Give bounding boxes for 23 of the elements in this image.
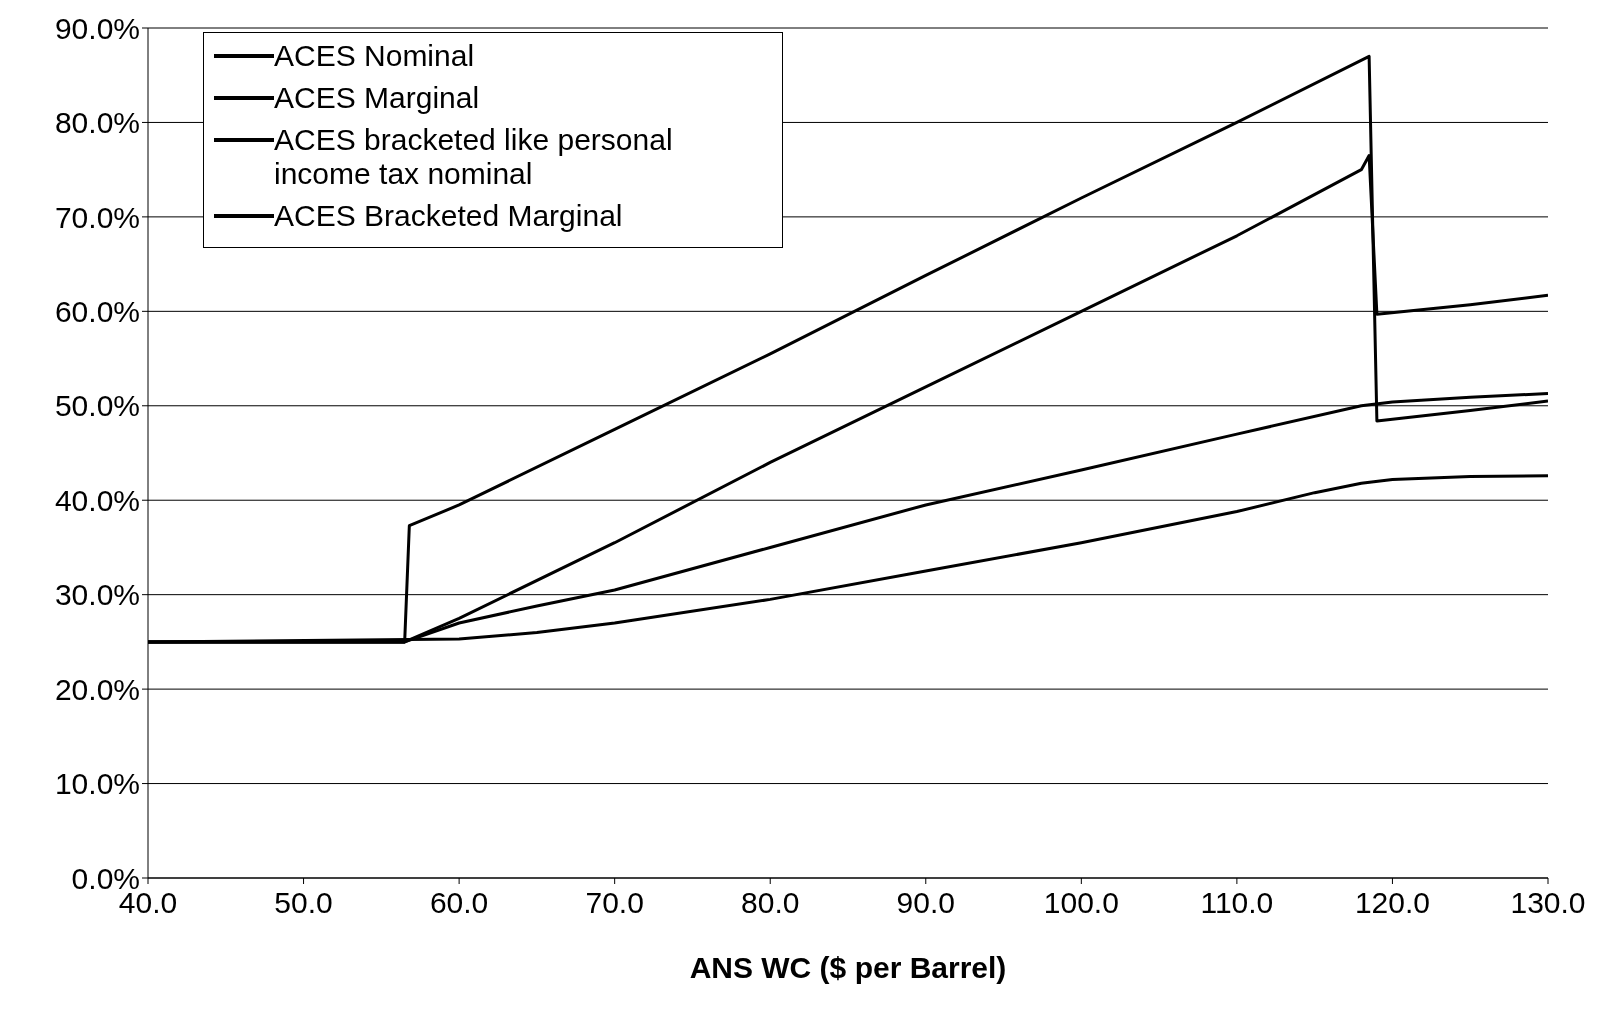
x-tick-label: 50.0 bbox=[274, 886, 333, 920]
y-tick-label: 20.0% bbox=[54, 672, 140, 706]
y-tick-label: 80.0% bbox=[54, 106, 140, 140]
x-tick-label: 100.0 bbox=[1043, 886, 1119, 920]
x-tick-label: 70.0 bbox=[585, 886, 644, 920]
y-tick-label: 60.0% bbox=[54, 294, 140, 328]
y-tick-label: 70.0% bbox=[54, 200, 140, 234]
x-tick-label: 80.0 bbox=[741, 886, 800, 920]
x-tick-label: 120.0 bbox=[1354, 886, 1430, 920]
y-tick-label: 90.0% bbox=[54, 11, 140, 45]
y-tick-label: 10.0% bbox=[54, 767, 140, 801]
y-tick-label: 30.0% bbox=[54, 578, 140, 612]
legend-label: ACES Marginal bbox=[274, 81, 480, 115]
x-tick-label: 110.0 bbox=[1200, 886, 1274, 920]
legend-label: ACES Bracketed Marginal bbox=[274, 199, 623, 233]
y-tick-label: 50.0% bbox=[54, 389, 140, 423]
y-tick-label: 40.0% bbox=[54, 483, 140, 517]
x-tick-label: 60.0 bbox=[429, 886, 489, 920]
legend-label: ACES Nominal bbox=[274, 39, 475, 73]
x-axis-title: ANS WC ($ per Barrel) bbox=[689, 951, 1007, 984]
x-tick-label: 130.0 bbox=[1510, 886, 1586, 920]
legend-label: ACES bracketed like personal income tax nominal bbox=[274, 123, 674, 191]
x-tick-label: 90.0 bbox=[896, 886, 955, 920]
